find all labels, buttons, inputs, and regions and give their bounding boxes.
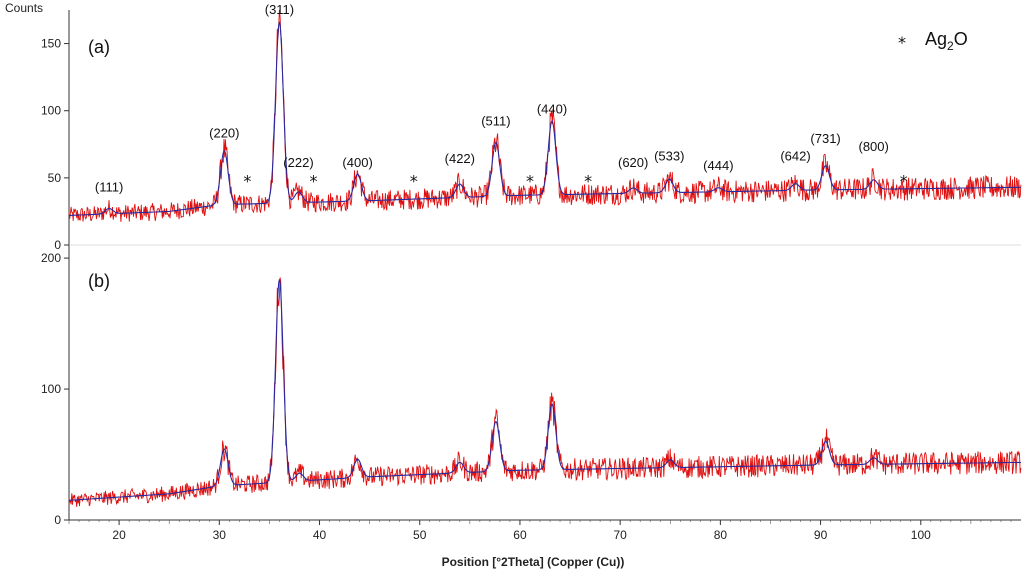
y-tick-label: 0: [54, 513, 61, 527]
legend-star-marker: *: [898, 33, 906, 52]
peak-label: (620): [618, 155, 648, 170]
peak-label: (533): [654, 148, 684, 163]
x-tick-label: 60: [513, 528, 527, 542]
y-tick-label: 200: [41, 251, 61, 265]
ag2o-marker: *: [900, 172, 908, 191]
x-axis-title: Position [°2Theta] (Copper (Cu)): [442, 555, 625, 569]
ag2o-marker: *: [243, 172, 251, 191]
y-tick-label: 100: [41, 104, 61, 118]
y-tick-label: 100: [41, 382, 61, 396]
y-axis-title: Counts: [5, 1, 43, 15]
legend-label-main: Ag: [925, 29, 947, 49]
y-tick-label: 50: [48, 171, 62, 185]
peak-label: (111): [95, 179, 123, 194]
fitted-pattern-b: [68, 279, 1021, 501]
peak-label: (220): [209, 126, 239, 141]
peak-label: (422): [445, 151, 475, 166]
peak-label: (511): [481, 113, 510, 128]
observed-pattern-a: [68, 9, 1022, 222]
x-tick-label: 90: [814, 528, 828, 542]
x-tick-label: 50: [413, 528, 427, 542]
peak-label: (800): [859, 139, 889, 154]
legend: * Ag2O: [898, 29, 968, 53]
panel-a-label: (a): [88, 37, 110, 57]
peak-label: (400): [342, 155, 372, 170]
axes-layer: [64, 10, 1021, 525]
x-tick-label: 30: [213, 528, 227, 542]
x-tick-label: 20: [112, 528, 126, 542]
peak-label: (642): [780, 148, 810, 163]
peak-label: (731): [810, 131, 840, 146]
panel-b-label: (b): [88, 271, 110, 291]
fitted-pattern-a: [68, 21, 1021, 217]
ag2o-marker: *: [526, 172, 534, 191]
peak-label: (222): [283, 155, 313, 170]
y-tick-label: 0: [54, 238, 61, 252]
label-layer: 20 30 40 50 60 70 80 90 100 0 50 100 150 (111) (220) (3…: [41, 2, 931, 542]
x-tick-label: 100: [911, 528, 931, 542]
peak-label: (444): [703, 158, 733, 173]
peak-label: (440): [537, 101, 567, 116]
ag2o-marker: *: [310, 172, 318, 191]
ag2o-marker: *: [410, 172, 418, 191]
ag2o-marker: *: [584, 172, 592, 191]
y-tick-label: 150: [41, 37, 61, 51]
legend-label-tail: O: [954, 29, 968, 49]
legend-label-subscript: 2: [947, 39, 954, 53]
data-layer: [68, 9, 1022, 507]
x-tick-label: 40: [313, 528, 327, 542]
peak-label: (311): [265, 2, 294, 17]
x-tick-label: 80: [714, 528, 728, 542]
x-tick-label: 70: [613, 528, 627, 542]
legend-label: Ag2O: [925, 29, 968, 53]
